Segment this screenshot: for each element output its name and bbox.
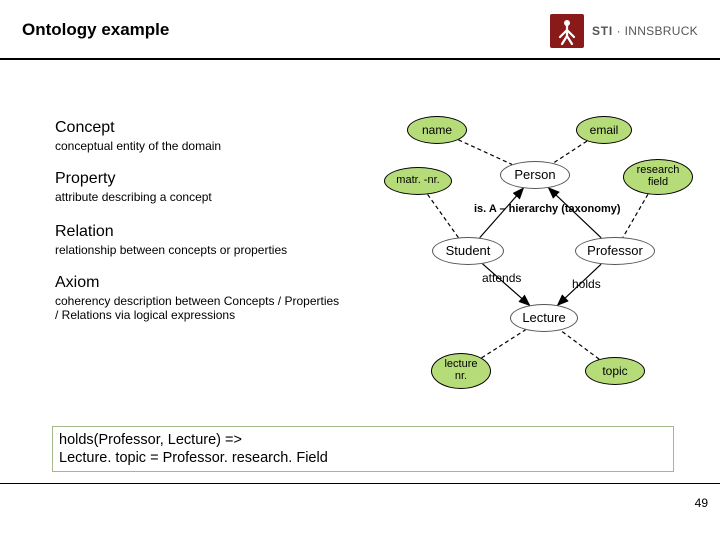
node-person: Person	[500, 161, 570, 189]
node-professor: Professor	[575, 237, 655, 265]
node-matr: matr. -nr.	[384, 167, 452, 195]
term-concept: Concept	[55, 119, 345, 137]
node-name: name	[407, 116, 467, 144]
node-email: email	[576, 116, 632, 144]
definition-property: Property attribute describing a concept	[55, 170, 345, 204]
definition-concept: Concept conceptual entity of the domain	[55, 119, 345, 153]
slide-title: Ontology example	[22, 20, 169, 40]
label-attends: attends	[482, 271, 521, 285]
term-axiom: Axiom	[55, 274, 345, 292]
term-property: Property	[55, 170, 345, 188]
brand-logo-mark	[550, 14, 584, 48]
axiom-expression-box: holds(Professor, Lecture) => Lecture. to…	[52, 426, 674, 472]
node-lecturenr: lecture nr.	[431, 353, 491, 389]
node-topic: topic	[585, 357, 645, 385]
node-lecture: Lecture	[510, 304, 578, 332]
definition-axiom: Axiom coherency description between Conc…	[55, 274, 345, 323]
footer-rule	[0, 483, 720, 484]
header-rule	[0, 58, 720, 60]
brand-logo-text: STI · INNSBRUCK	[592, 24, 698, 38]
axiom-line-1: holds(Professor, Lecture) =>	[59, 431, 667, 449]
desc-axiom: coherency description between Concepts /…	[55, 294, 345, 323]
label-hierarchy: is. A – hierarchy (taxonomy)	[474, 203, 621, 215]
brand-logo: STI · INNSBRUCK	[550, 14, 698, 48]
brand-logo-text-rest: · INNSBRUCK	[613, 24, 698, 38]
desc-relation: relationship between concepts or propert…	[55, 243, 345, 257]
label-holds: holds	[572, 277, 601, 291]
desc-concept: conceptual entity of the domain	[55, 139, 345, 153]
page-number: 49	[695, 496, 708, 510]
node-research: research field	[623, 159, 693, 195]
term-relation: Relation	[55, 223, 345, 241]
node-student: Student	[432, 237, 504, 265]
brand-logo-text-bold: STI	[592, 24, 613, 38]
axiom-line-2: Lecture. topic = Professor. research. Fi…	[59, 449, 667, 467]
desc-property: attribute describing a concept	[55, 190, 345, 204]
definition-relation: Relation relationship between concepts o…	[55, 223, 345, 257]
